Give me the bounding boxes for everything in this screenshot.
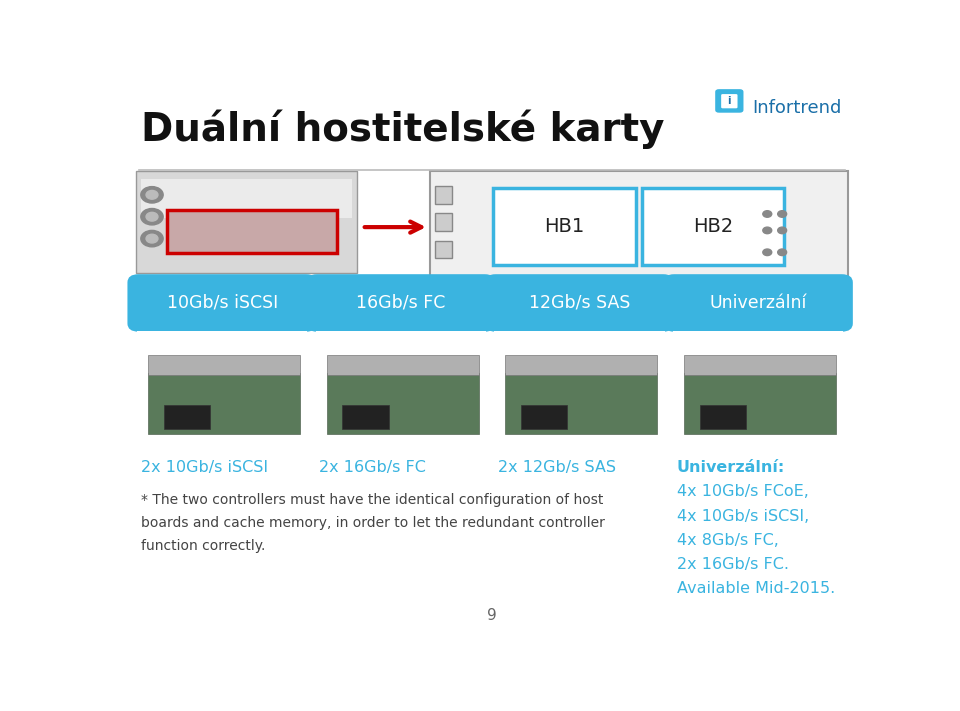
Text: Duální hostitelské karty: Duální hostitelské karty [141,110,664,149]
Circle shape [146,213,158,221]
FancyBboxPatch shape [436,213,452,231]
Circle shape [141,230,163,247]
Circle shape [763,249,772,255]
Text: function correctly.: function correctly. [141,539,265,553]
FancyBboxPatch shape [721,94,737,108]
Text: HB1: HB1 [544,217,585,236]
FancyBboxPatch shape [493,188,636,265]
Text: 12Gb/s SAS: 12Gb/s SAS [529,294,630,312]
Text: 4x 8Gb/s FC,: 4x 8Gb/s FC, [677,533,779,547]
FancyBboxPatch shape [343,405,389,429]
FancyBboxPatch shape [326,355,479,375]
FancyBboxPatch shape [505,373,658,434]
FancyBboxPatch shape [700,405,746,429]
Circle shape [778,249,786,255]
Circle shape [146,191,158,199]
Text: i: i [728,96,732,106]
FancyBboxPatch shape [316,331,486,445]
Circle shape [141,186,163,203]
FancyBboxPatch shape [436,241,452,258]
Text: 2x 12Gb/s SAS: 2x 12Gb/s SAS [498,460,616,476]
FancyBboxPatch shape [521,405,567,429]
Text: 2x 16Gb/s FC.: 2x 16Gb/s FC. [677,557,788,572]
FancyBboxPatch shape [505,355,658,375]
FancyBboxPatch shape [306,274,495,332]
FancyBboxPatch shape [436,186,452,203]
Text: 10Gb/s iSCSI: 10Gb/s iSCSI [167,294,278,312]
FancyBboxPatch shape [684,373,836,434]
FancyBboxPatch shape [642,188,784,265]
FancyBboxPatch shape [148,373,300,434]
FancyBboxPatch shape [164,405,210,429]
FancyBboxPatch shape [485,274,674,332]
Circle shape [763,227,772,234]
Text: 16Gb/s FC: 16Gb/s FC [356,294,445,312]
FancyBboxPatch shape [128,274,317,332]
FancyBboxPatch shape [136,171,356,273]
Text: Available Mid-2015.: Available Mid-2015. [677,581,835,596]
Text: * The two controllers must have the identical configuration of host: * The two controllers must have the iden… [141,493,603,507]
Text: 4x 10Gb/s iSCSI,: 4x 10Gb/s iSCSI, [677,508,808,523]
Circle shape [146,234,158,243]
Text: Univerzální: Univerzální [709,294,806,312]
Text: 2x 10Gb/s iSCSI: 2x 10Gb/s iSCSI [141,460,268,476]
FancyBboxPatch shape [430,171,848,282]
FancyBboxPatch shape [715,89,743,113]
Text: HB2: HB2 [693,217,733,236]
Circle shape [778,210,786,218]
Text: 2x 16Gb/s FC: 2x 16Gb/s FC [320,460,426,476]
FancyBboxPatch shape [148,355,300,375]
Circle shape [141,208,163,225]
FancyBboxPatch shape [326,373,479,434]
Text: 4x 10Gb/s FCoE,: 4x 10Gb/s FCoE, [677,484,808,499]
FancyBboxPatch shape [684,355,836,375]
Text: Univerzální:: Univerzální: [677,460,784,476]
FancyBboxPatch shape [167,210,337,253]
FancyBboxPatch shape [141,178,352,218]
Text: 9: 9 [487,608,497,623]
FancyBboxPatch shape [673,331,843,445]
Circle shape [778,227,786,234]
Text: boards and cache memory, in order to let the redundant controller: boards and cache memory, in order to let… [141,516,605,530]
Text: Infortrend: Infortrend [753,99,842,117]
FancyBboxPatch shape [663,274,852,332]
FancyBboxPatch shape [137,331,307,445]
FancyBboxPatch shape [494,331,664,445]
Circle shape [763,210,772,218]
